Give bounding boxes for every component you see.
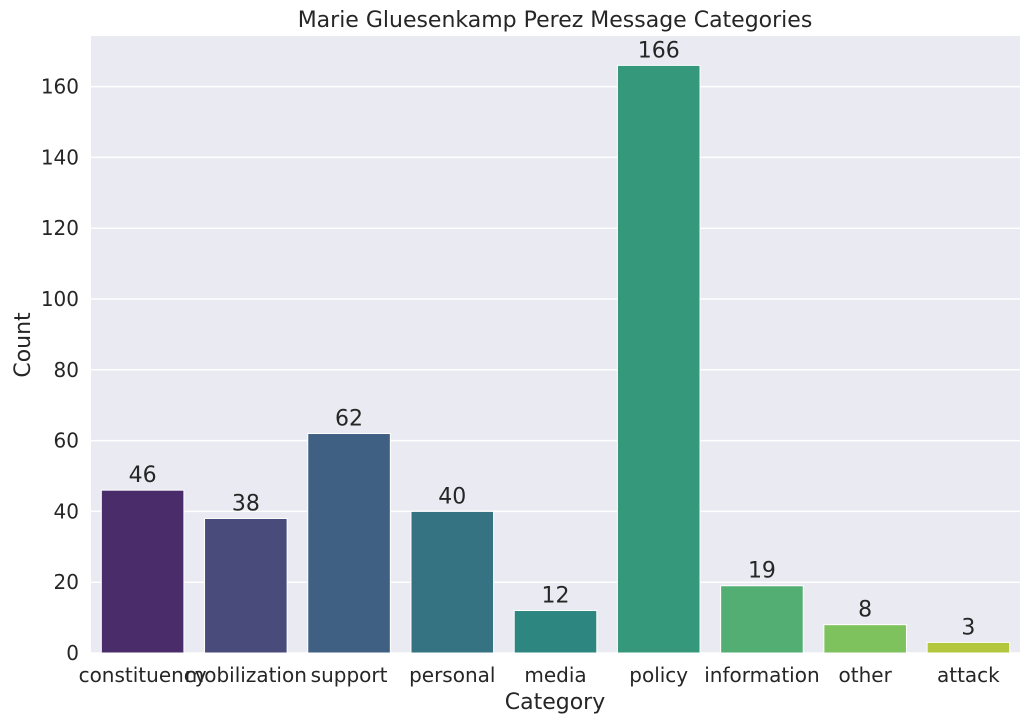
bar-value-label: 38 [232,491,260,516]
bar-media [513,610,598,654]
x-tick-label: other [839,663,893,687]
y-tick-label: 40 [54,499,79,523]
bar-value-label: 46 [129,463,157,488]
bar-value-label: 3 [961,615,975,640]
y-tick-label: 160 [41,75,79,99]
bar-support [307,433,391,654]
chart-title: Marie Gluesenkamp Perez Message Categori… [298,8,813,33]
bar-policy [616,64,701,654]
y-tick-label: 0 [66,641,79,665]
x-tick-label: information [704,663,819,687]
x-tick-label: support [311,663,388,687]
bar-constituency [100,489,185,654]
y-tick-label: 60 [54,429,79,453]
bar-mobilization [204,517,288,654]
y-tick-label: 80 [54,358,79,382]
y-tick-label: 140 [41,145,79,169]
bar-attack [926,641,1011,654]
bars [100,64,1011,654]
bar-value-label: 40 [438,484,466,509]
bar-value-label: 19 [748,559,776,584]
y-tick-label: 120 [41,216,79,240]
bar-value-label: 12 [542,584,570,609]
data-labels: 46 38 62 40 12 166 19 8 3 [129,38,976,640]
x-tick-label: constituency [79,663,207,687]
y-tick-label: 20 [54,570,79,594]
y-axis-title: Count [11,312,36,378]
x-tick-label: personal [409,663,495,687]
bar-value-label: 8 [858,598,872,623]
bar-value-label: 166 [638,38,680,63]
bar-other [823,624,907,654]
bar-information [720,585,804,654]
x-tick-label: policy [629,663,688,687]
x-tick-label: media [524,663,586,687]
bar-personal [410,510,495,654]
y-tick-labels: 0 20 40 60 80 100 120 140 160 [41,75,79,665]
y-tick-label: 100 [41,287,79,311]
x-axis-title: Category [505,690,606,715]
x-tick-label: mobilization [185,663,307,687]
bar-value-label: 62 [335,407,363,432]
x-tick-label: attack [937,663,1000,687]
